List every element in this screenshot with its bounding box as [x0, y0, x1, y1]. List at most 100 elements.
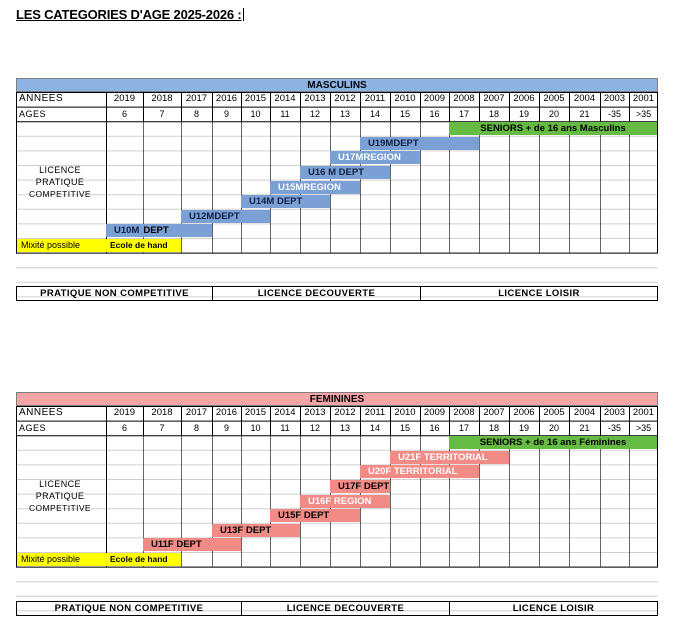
category-label: U17MREGION: [338, 152, 401, 164]
category-extra-label: DEPT: [143, 225, 169, 237]
masculins-category-bar: U10M DEPT: [106, 224, 212, 238]
year-cell: 2010: [394, 93, 416, 104]
age-cell: 18: [488, 108, 499, 119]
footer-licence-type: LICENCE DECOUVERTE: [241, 601, 450, 616]
licence-label-line: LICENCE: [39, 164, 81, 175]
year-cell: 2014: [274, 407, 296, 418]
age-cell: 20: [548, 108, 559, 119]
feminines-category-bar: U16F REGION: [300, 494, 390, 508]
year-cell: 2014: [274, 93, 296, 104]
category-label: U13F DEPT: [220, 524, 272, 536]
year-cell: 2013: [304, 407, 326, 418]
age-cell: 15: [399, 108, 410, 119]
age-cell: >35: [635, 422, 652, 433]
age-cell: 17: [458, 108, 469, 119]
year-cell: 2018: [151, 93, 173, 104]
year-cell: 2018: [151, 407, 173, 418]
masculins-category-bar: U17MREGION: [330, 151, 420, 165]
age-cell: 10: [250, 422, 261, 433]
ages-label: AGES: [19, 108, 47, 119]
year-cell: 2004: [573, 407, 596, 418]
year-cell: 2004: [573, 93, 596, 104]
licence-label-line: PRATIQUE: [35, 490, 85, 501]
year-cell: 2019: [113, 407, 136, 418]
age-cell: -35: [607, 422, 621, 433]
year-cell: 2001: [632, 93, 655, 104]
year-cell: 2012: [334, 93, 356, 104]
category-label: U19MDEPT: [368, 137, 419, 149]
category-label: U21F TERRITORIAL: [398, 451, 488, 463]
ecole-de-hand-label: Ecole de hand: [106, 553, 181, 566]
age-cell: 7: [159, 422, 165, 433]
year-cell: 2016: [215, 93, 238, 104]
year-cell: 2009: [423, 93, 446, 104]
feminines-category-bar: U11F DEPT: [143, 538, 241, 552]
year-cell: 2001: [632, 407, 655, 418]
masculins-category-bar: U12MDEPT: [181, 209, 270, 223]
year-cell: 2017: [185, 407, 208, 418]
licence-label-line: LICENCE: [39, 478, 81, 489]
mixite-possible-label: Mixité possible: [17, 239, 106, 252]
footer-licence-type: PRATIQUE NON COMPETITIVE: [16, 601, 242, 616]
age-cell: 9: [223, 422, 229, 433]
year-cell: 2010: [394, 407, 416, 418]
age-cell: 14: [369, 108, 380, 119]
masculins-category-bar: U15MREGION: [270, 180, 360, 194]
age-cell: 14: [369, 422, 380, 433]
ecole-de-hand-label: Ecole de hand: [106, 239, 181, 252]
category-label: U14M DEPT: [249, 196, 303, 208]
footer-licence-type: LICENCE LOISIR: [420, 286, 658, 301]
age-cell: 19: [518, 108, 529, 119]
category-label: U11F DEPT: [151, 539, 202, 551]
annees-label: ANNEES: [19, 93, 64, 104]
year-cell: 2003: [603, 407, 626, 418]
licence-pratique-label: LICENCE PRATIQUE COMPETITIVE: [16, 164, 104, 200]
footer-licence-type: LICENCE DECOUVERTE: [212, 286, 421, 301]
category-label: U12MDEPT: [189, 210, 240, 222]
category-label: U15F DEPT: [278, 510, 330, 522]
age-cell: 10: [250, 108, 261, 119]
year-cell: 2006: [513, 93, 535, 104]
feminines-category-bar: U13F DEPT: [212, 523, 300, 537]
year-cell: 2008: [453, 407, 475, 418]
year-cell: 2003: [603, 93, 626, 104]
age-cell: 20: [548, 422, 559, 433]
age-cell: 18: [488, 422, 499, 433]
footer-licence-type: LICENCE LOISIR: [449, 601, 658, 616]
age-cell: 13: [339, 108, 350, 119]
age-cell: 16: [429, 108, 440, 119]
feminines-category-bar: U15F DEPT: [270, 509, 360, 523]
age-cell: 11: [280, 108, 290, 119]
year-cell: 2005: [543, 407, 565, 418]
category-label: U20F TERRITORIAL: [368, 466, 458, 478]
feminines-category-bar: U20F TERRITORIAL: [360, 465, 479, 479]
table-gridlines: [16, 392, 658, 612]
age-cell: 11: [280, 422, 290, 433]
masculins-table: MASCULINS ANNEES AGES 2019 6 2018 7 2017 8 2016 9 2…: [16, 78, 658, 301]
masculins-category-bar: U19MDEPT: [360, 136, 479, 150]
masculins-seniors-bar: SENIORS + de 16 ans Masculins: [449, 122, 657, 136]
licence-label-line: PRATIQUE: [35, 176, 85, 187]
age-cell: 12: [309, 108, 320, 119]
year-cell: 2005: [543, 93, 565, 104]
age-cell: 8: [193, 108, 199, 119]
masculins-header: MASCULINS: [16, 78, 658, 92]
category-label: U16 M DEPT: [308, 167, 364, 178]
licence-label-line: COMPETITIVE: [28, 188, 92, 199]
age-cell: >35: [635, 108, 652, 119]
age-cell: 6: [121, 422, 127, 433]
category-label: U16F REGION: [308, 495, 372, 507]
year-cell: 2019: [113, 93, 136, 104]
age-cell: 21: [579, 108, 590, 119]
masculins-category-bar: U14M DEPT: [241, 195, 330, 209]
year-cell: 2015: [244, 407, 267, 418]
age-cell: 15: [399, 422, 410, 433]
category-label: U10M: [114, 225, 140, 237]
year-cell: 2008: [453, 93, 475, 104]
licence-label-line: COMPETITIVE: [28, 502, 92, 513]
year-cell: 2006: [513, 407, 535, 418]
age-cell: 9: [223, 108, 229, 119]
year-cell: 2007: [483, 407, 505, 418]
feminines-table: FEMININES ANNEES AGES 2019 6 2018 7 2017 8 2016 9 2…: [16, 392, 658, 616]
year-cell: 2011: [364, 407, 386, 418]
